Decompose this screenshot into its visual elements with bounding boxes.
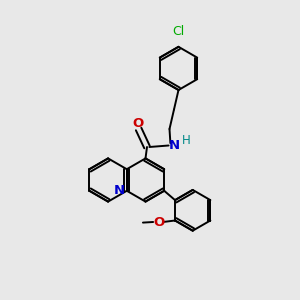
Text: O: O [153,215,164,229]
Text: O: O [132,117,144,130]
Text: N: N [114,184,125,197]
Text: Cl: Cl [172,26,184,38]
Text: H: H [182,134,191,147]
Text: N: N [168,139,180,152]
